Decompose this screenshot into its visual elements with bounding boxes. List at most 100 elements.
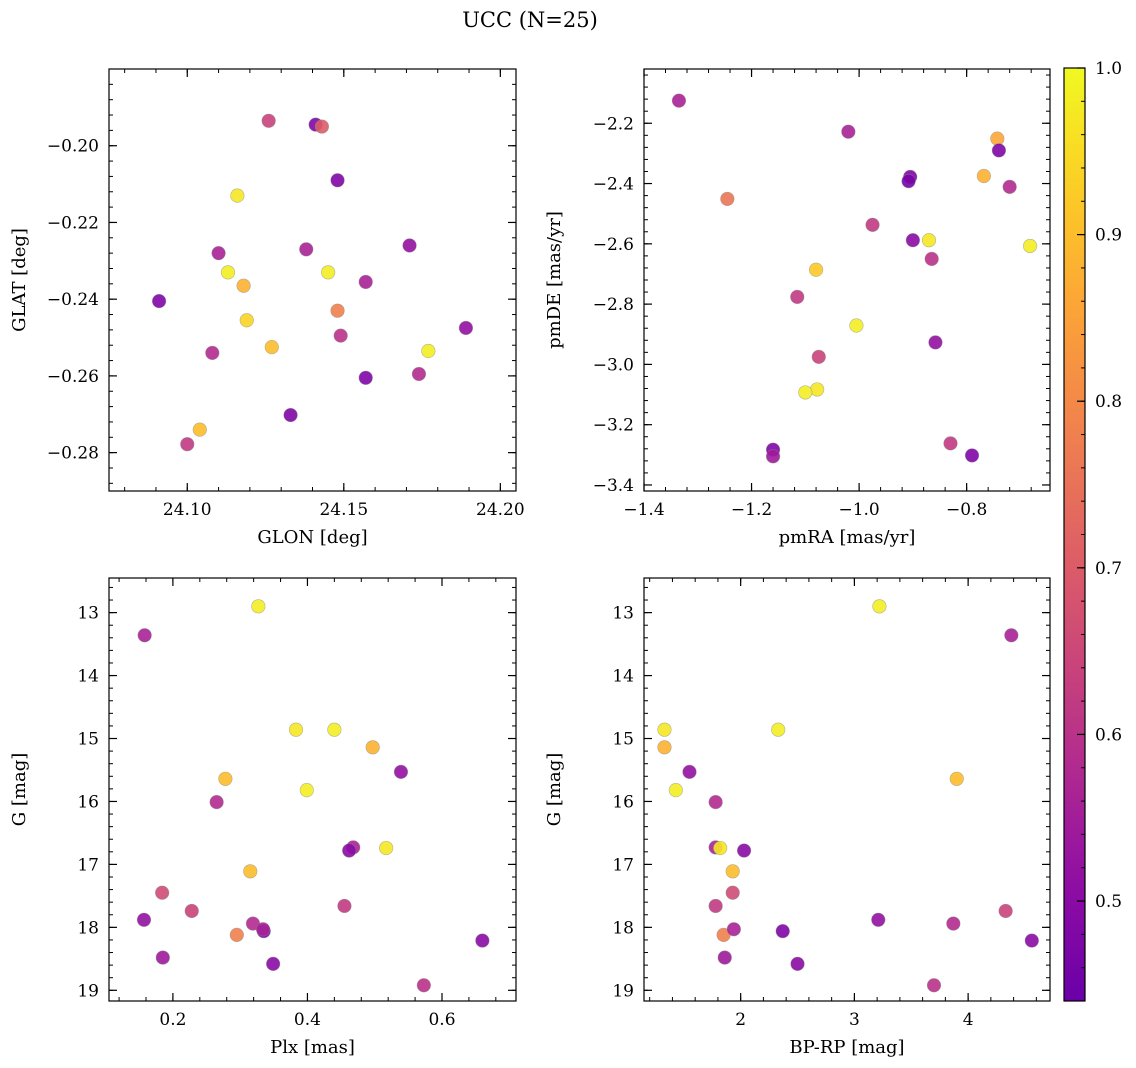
scatter-point (671, 93, 687, 108)
scatter-point (1024, 933, 1039, 948)
scatter-point (924, 251, 939, 266)
colorbar-tick-label: 0.5 (1095, 892, 1122, 912)
scatter-point (327, 722, 342, 737)
y-tick-label: −3.4 (593, 476, 634, 496)
x-tick-label: −0.8 (946, 500, 987, 520)
scatter-point (333, 328, 348, 343)
scatter-point (991, 143, 1007, 158)
scatter-point (379, 840, 394, 856)
scatter-point (976, 168, 991, 184)
scatter-point (358, 370, 373, 385)
scatter-point (657, 722, 672, 737)
scatter-point (136, 912, 152, 927)
y-tick-label: −3.2 (593, 416, 634, 436)
scatter-point (230, 188, 245, 203)
x-tick-label: 24.10 (163, 500, 212, 520)
scatter-point (330, 173, 345, 188)
scatter-point (990, 131, 1005, 146)
scatter-point (928, 335, 943, 350)
scatter-point (229, 927, 244, 943)
scatter-point (808, 262, 824, 277)
scatter-point (192, 422, 207, 437)
scatter-point (901, 174, 916, 189)
colorbar-tick-label: 0.6 (1095, 725, 1122, 745)
x-tick-label: 24.15 (319, 500, 368, 520)
scatter-point (402, 238, 417, 253)
y-axis-label: GLAT [deg] (9, 228, 30, 332)
scatter-point (841, 124, 856, 139)
scatter-point (393, 764, 409, 779)
scatter-point (790, 956, 805, 971)
x-tick-label: −1.4 (623, 500, 664, 520)
scatter-panels: 24.10 24.15 24.20 −0.28 −0.26 −0.24 −0.22 −0.20… (9, 68, 1051, 1058)
y-tick-label: 19 (77, 981, 99, 1001)
axes-frame (108, 577, 517, 1002)
scatter-point (236, 278, 251, 293)
scatter-point (905, 233, 920, 248)
scatter-point (337, 898, 352, 914)
scatter-panel-1: 24.10 24.15 24.20 −0.28 −0.26 −0.24 −0.22 −0.20… (9, 68, 525, 548)
x-axis-label: BP-RP [mag] (789, 1037, 904, 1058)
y-tick-label: −2.2 (593, 114, 634, 134)
figure-title: UCC (N=25) (462, 8, 598, 32)
scatter-point (720, 191, 735, 207)
x-axis-label: Plx [mas] (270, 1037, 355, 1058)
y-tick-label: 13 (77, 604, 99, 624)
y-tick-label: −3.0 (593, 355, 634, 375)
scatter-point (708, 898, 723, 914)
scatter-point (205, 345, 220, 360)
scatter-point (921, 233, 937, 248)
scatter-panel-3: 0.2 0.4 0.6 13 14 15 16 17 18 19 Plx [mas] G [mag] (9, 577, 517, 1058)
scatter-point (330, 303, 345, 318)
scatter-point (342, 843, 357, 858)
scatter-point (771, 722, 786, 737)
y-tick-label: −2.8 (593, 295, 634, 315)
scatter-point (872, 599, 887, 614)
scatter-point (943, 436, 958, 451)
scatter-point (243, 864, 258, 879)
colorbar: 0.5 0.6 0.7 0.8 0.9 1.0 (1063, 59, 1122, 1002)
colorbar-gradient (1064, 68, 1085, 1001)
scatter-point (239, 313, 254, 328)
colorbar-tick-label: 0.7 (1095, 559, 1122, 579)
scatter-point (1004, 628, 1019, 643)
y-tick-label: 14 (77, 667, 99, 687)
scatter-point (946, 916, 961, 931)
scatter-point (251, 599, 266, 614)
y-tick-label: 17 (612, 855, 634, 875)
scatter-point (180, 437, 195, 452)
scatter-point (765, 449, 781, 464)
scatter-point (266, 956, 281, 971)
scatter-point (365, 740, 380, 755)
colorbar-tick-label: 1.0 (1095, 59, 1122, 79)
scatter-point (790, 289, 805, 304)
y-tick-label: 17 (77, 855, 99, 875)
scatter-point (657, 740, 672, 755)
scatter-point (220, 265, 236, 280)
x-tick-label: 0.4 (294, 1010, 321, 1030)
x-axis-label: GLON [deg] (257, 527, 367, 548)
y-tick-label: −0.20 (47, 137, 99, 157)
y-tick-label: 16 (612, 792, 634, 812)
y-tick-label: −0.22 (47, 213, 99, 233)
scatter-point (358, 274, 373, 290)
scatter-point (1002, 179, 1017, 194)
x-tick-label: 3 (849, 1010, 860, 1030)
axes-frame (108, 68, 517, 492)
scatter-point (475, 933, 490, 948)
scatter-point (736, 843, 752, 858)
x-tick-label: 24.20 (476, 500, 525, 520)
scatter-point (926, 978, 942, 993)
scatter-point (283, 407, 298, 423)
axes-frame (643, 577, 1051, 1002)
y-axis-label: G [mag] (9, 753, 30, 826)
scatter-point (155, 950, 170, 965)
x-tick-label: −1.2 (731, 500, 772, 520)
x-tick-label: 0.2 (159, 1010, 186, 1030)
scatter-point (321, 265, 336, 280)
scatter-point (798, 385, 813, 400)
y-tick-label: 15 (77, 730, 99, 750)
scatter-point (810, 382, 825, 397)
scatter-point (717, 950, 732, 965)
scatter-point (668, 783, 683, 798)
